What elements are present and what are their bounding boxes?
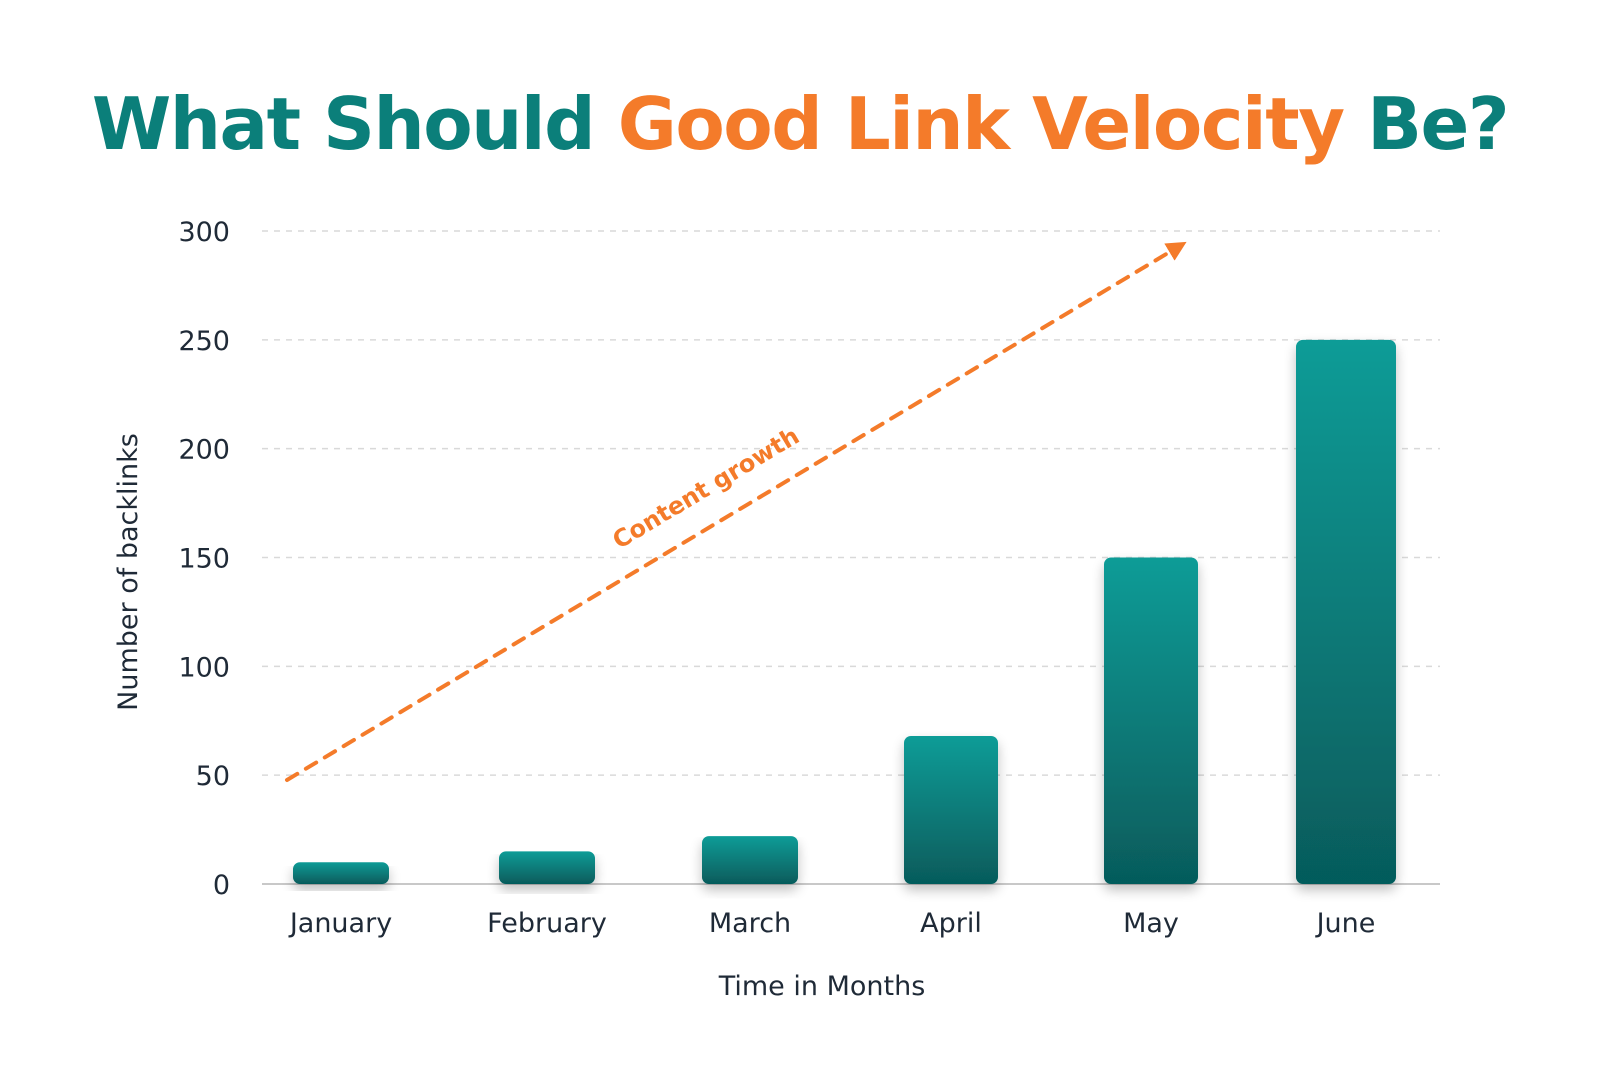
- y-tick-label-200: 200: [178, 435, 230, 466]
- title-part-3: Be?: [1343, 82, 1509, 166]
- bar-may: [1104, 557, 1198, 884]
- x-tick-label-may: May: [1123, 908, 1179, 939]
- growth-arrow: [285, 241, 1187, 782]
- y-tick-label-300: 300: [178, 217, 230, 248]
- y-tick-label-0: 0: [213, 870, 230, 901]
- y-tick-label-50: 50: [196, 761, 230, 792]
- grid-layer: [262, 230, 1440, 885]
- x-tick-label-february: February: [487, 908, 607, 939]
- title-part-1: What Should: [91, 82, 618, 166]
- annotation-content-growth: Content growth: [608, 422, 804, 555]
- bars: [293, 339, 1396, 884]
- y-tick-label-100: 100: [178, 652, 230, 683]
- annotation-layer: Content growth: [285, 241, 1187, 782]
- y-axis-label: Number of backlinks: [113, 433, 144, 711]
- bar-june: [1296, 339, 1396, 884]
- bar-march: [702, 836, 798, 884]
- x-tick-label-june: June: [1315, 908, 1376, 939]
- x-axis-label: Time in Months: [718, 971, 926, 1002]
- title-part-2: Good Link Velocity: [617, 82, 1345, 166]
- y-tick-labels: 0 50 100 150 200 250 300: [178, 217, 230, 901]
- x-tick-label-march: March: [709, 908, 791, 939]
- y-tick-label-150: 150: [178, 544, 230, 575]
- chart-title: What Should Good Link Velocity Be?: [0, 88, 1600, 160]
- bar-january: [293, 862, 389, 884]
- bar-february: [499, 851, 595, 884]
- x-tick-label-january: January: [288, 908, 392, 939]
- x-tick-label-april: April: [920, 908, 982, 939]
- y-tick-label-250: 250: [178, 326, 230, 357]
- bar-april: [904, 735, 998, 884]
- x-tick-labels: January February March April May June: [288, 908, 1376, 939]
